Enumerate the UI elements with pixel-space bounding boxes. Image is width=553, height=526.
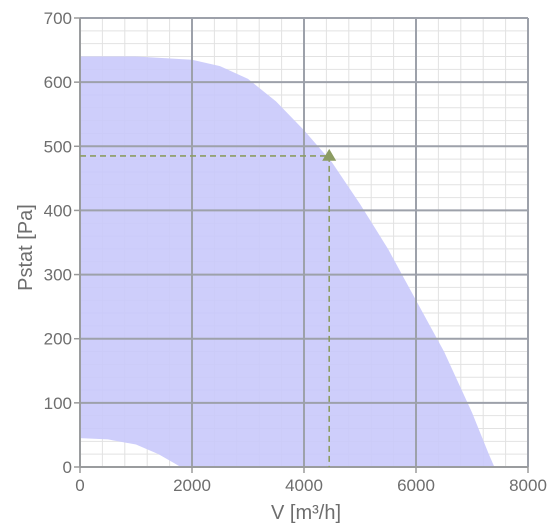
y-tick-label: 0 xyxy=(63,458,72,477)
x-tick-label: 0 xyxy=(75,476,84,495)
x-tick-label: 6000 xyxy=(397,476,435,495)
y-tick-label: 600 xyxy=(44,73,72,92)
x-tick-label: 2000 xyxy=(173,476,211,495)
operating-point-marker xyxy=(322,148,337,161)
y-tick-label: 300 xyxy=(44,266,72,285)
x-tick-label: 4000 xyxy=(285,476,323,495)
y-tick-label: 200 xyxy=(44,330,72,349)
y-tick-label: 400 xyxy=(44,201,72,220)
y-tick-label: 100 xyxy=(44,394,72,413)
y-axis-title: Pstat [Pa] xyxy=(15,204,37,291)
y-tick-label: 700 xyxy=(44,9,72,28)
x-tick-label: 8000 xyxy=(509,476,547,495)
y-tick-label: 500 xyxy=(44,137,72,156)
x-axis-title: V [m³/h] xyxy=(271,502,341,524)
operating-range-area xyxy=(80,56,495,467)
